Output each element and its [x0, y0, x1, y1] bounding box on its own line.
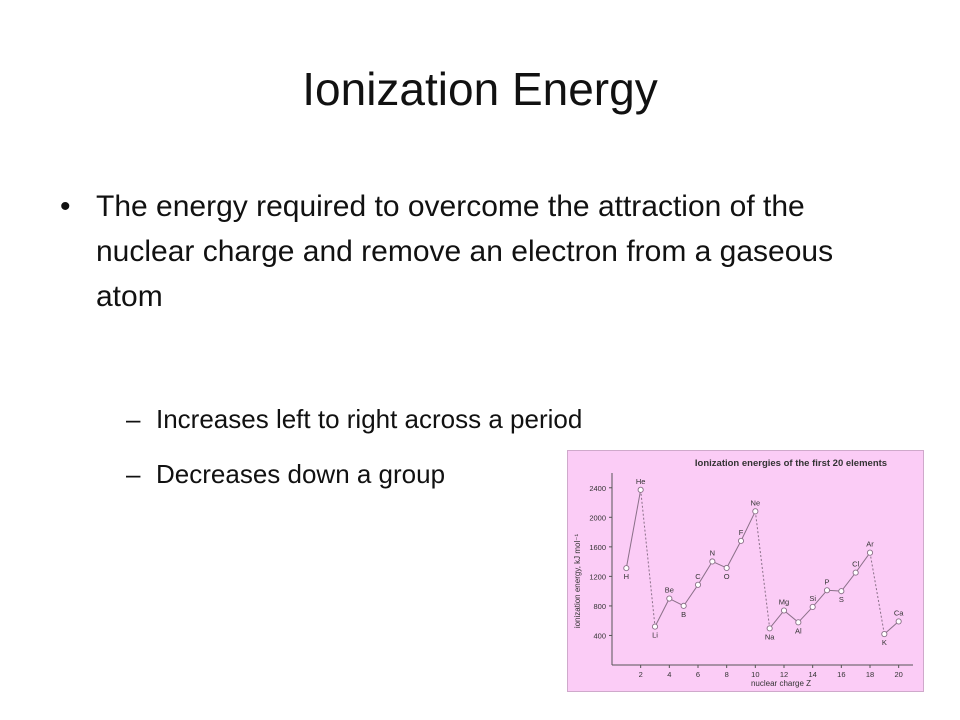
point-label: Mg	[779, 598, 789, 607]
y-tick-label: 1600	[589, 543, 606, 552]
data-point	[866, 549, 874, 556]
data-point	[795, 619, 802, 626]
data-point	[809, 603, 816, 611]
point-label: Li	[652, 631, 658, 640]
ionization-chart: Ionization energies of the first 20 elem…	[567, 450, 924, 692]
sub-bullet-2: – Decreases down a group	[126, 459, 445, 490]
series-segment	[797, 606, 814, 623]
data-point	[766, 625, 773, 632]
point-label: P	[824, 577, 829, 586]
y-tick-label: 2000	[589, 513, 606, 522]
point-label: H	[624, 572, 629, 581]
data-point	[752, 508, 759, 515]
point-label: N	[710, 548, 715, 557]
data-point	[723, 564, 730, 572]
data-point	[881, 631, 888, 638]
point-label: O	[724, 572, 730, 581]
x-tick-label: 6	[696, 670, 700, 679]
data-point	[680, 602, 687, 609]
series-segment	[683, 584, 699, 607]
sub-bullet-1-text: Increases left to right across a period	[156, 404, 583, 434]
point-label: C	[695, 572, 701, 581]
dash-icon: –	[126, 404, 141, 434]
series-segment	[884, 621, 899, 635]
chart-svg: Ionization energies of the first 20 elem…	[573, 458, 913, 688]
sub-bullet-2-text: Decreases down a group	[156, 459, 446, 489]
series-segment-dashed	[869, 552, 885, 635]
point-label: Si	[809, 594, 816, 603]
point-label: S	[839, 595, 844, 604]
data-point	[666, 595, 673, 602]
data-point	[737, 537, 745, 544]
series-segment	[654, 598, 670, 627]
y-tick-label: 1200	[589, 572, 606, 581]
point-label: Na	[765, 632, 775, 641]
sub-bullet-1: – Increases left to right across a period	[126, 404, 582, 435]
point-label: B	[681, 610, 686, 619]
data-point	[651, 623, 659, 630]
series-segment	[697, 561, 713, 586]
y-tick-label: 800	[593, 602, 606, 611]
series-segment	[812, 589, 828, 608]
series-segment	[625, 489, 642, 569]
x-tick-label: 14	[808, 670, 816, 679]
chart-title: Ionization energies of the first 20 elem…	[695, 458, 887, 469]
point-label: Ca	[894, 608, 904, 617]
x-axis-label: nuclear charge Z	[751, 679, 811, 688]
x-tick-label: 16	[837, 670, 845, 679]
series-segment-dashed	[640, 489, 656, 627]
x-tick-label: 2	[639, 670, 643, 679]
bullet-dot-icon: •	[60, 190, 71, 223]
data-point	[694, 581, 702, 588]
point-label: K	[882, 638, 887, 647]
data-point	[838, 588, 845, 595]
series-segment-dashed	[754, 511, 771, 629]
point-label: Ar	[866, 540, 874, 549]
point-label: Ne	[751, 498, 761, 507]
point-label: Al	[795, 626, 802, 635]
y-tick-label: 400	[593, 631, 606, 640]
y-axis-label: ionization energy, kJ mol⁻¹	[573, 534, 582, 629]
series-segment	[726, 540, 742, 569]
y-tick-label: 2400	[589, 484, 606, 493]
data-point	[637, 486, 644, 493]
point-label: F	[739, 528, 744, 537]
point-label: Be	[665, 586, 674, 595]
axes: 400 800 1200 1600 2000 2400 2 4 6 8 10 12 14 16 18 20	[589, 473, 913, 679]
x-tick-label: 10	[751, 670, 759, 679]
main-bullet-text: The energy required to overcome the attr…	[96, 190, 834, 313]
series-segment	[769, 610, 785, 629]
series-segment	[855, 552, 871, 573]
data-point	[852, 569, 859, 576]
x-tick-label: 4	[667, 670, 671, 679]
dash-icon: –	[126, 459, 141, 489]
data-point	[895, 618, 902, 625]
slide-title: Ionization Energy	[302, 63, 658, 115]
point-label: He	[636, 477, 646, 486]
data-point	[623, 565, 630, 572]
data-points: H He Li Be B C N O F Ne Na Mg Al Si P S Cl Ar K Ca	[623, 477, 904, 647]
series-segment	[740, 511, 756, 542]
point-label: Cl	[852, 560, 859, 569]
data-point	[823, 587, 831, 594]
data-point	[780, 607, 788, 614]
x-tick-label: 20	[894, 670, 902, 679]
series-segment	[840, 572, 857, 592]
x-tick-label: 18	[866, 670, 874, 679]
x-tick-label: 12	[780, 670, 788, 679]
x-tick-label: 8	[725, 670, 729, 679]
data-point	[709, 558, 716, 565]
series-segment	[783, 610, 799, 623]
